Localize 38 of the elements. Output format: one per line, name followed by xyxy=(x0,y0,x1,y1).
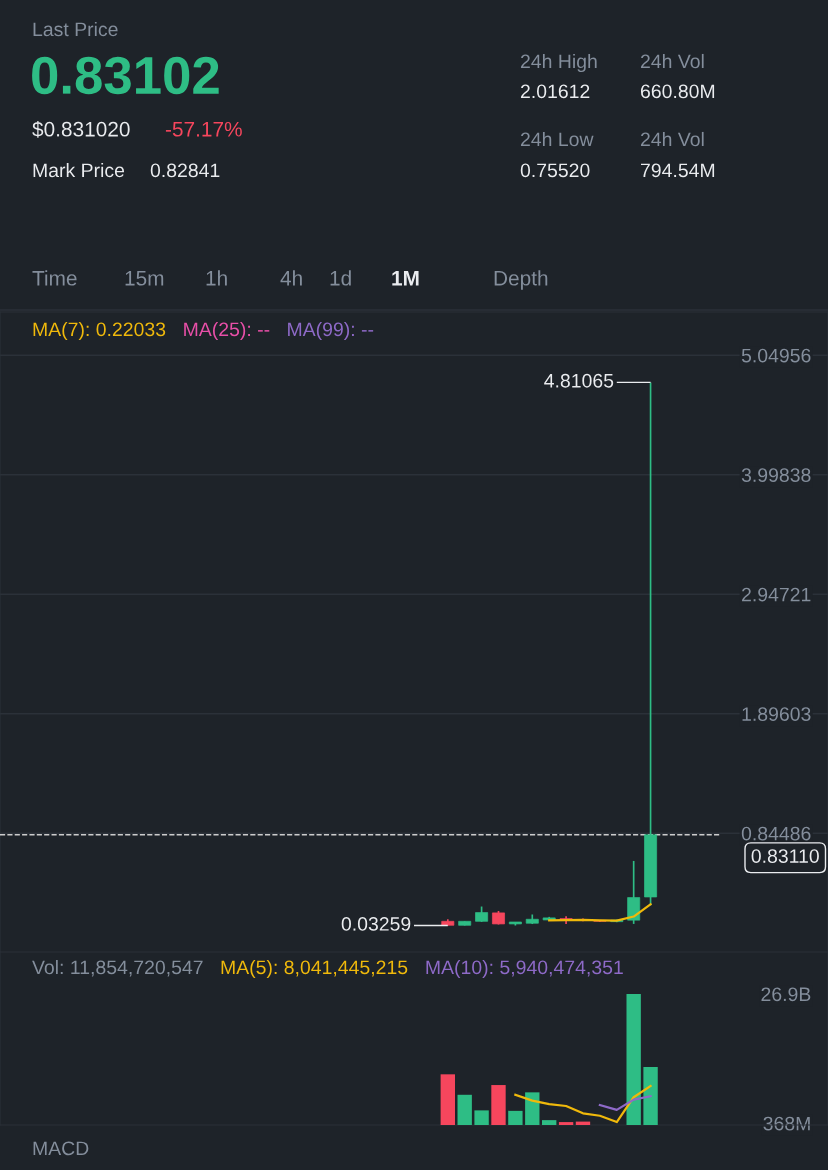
annotation: 4.81065 xyxy=(544,373,614,388)
text: 794.54M xyxy=(641,163,715,178)
text: 15m xyxy=(125,271,164,286)
y-tick-label: 368M xyxy=(763,1116,810,1131)
text: MA(5): 8,041,445,215 xyxy=(221,959,408,979)
text: 0.75520 xyxy=(520,163,590,178)
text: 24h Vol xyxy=(640,131,704,147)
annotation: Vol: 11,854,720,547 xyxy=(32,959,203,977)
text: 24h Low xyxy=(520,131,594,147)
text: 24h Vol xyxy=(640,53,704,69)
annotation: 0.03259 xyxy=(341,917,411,931)
annotation: MA(99): -- xyxy=(288,321,374,341)
y-tick-label: 0.84486 xyxy=(741,826,811,841)
ref-line-label: 0.83110 xyxy=(751,849,819,863)
text: 0.83102 xyxy=(32,56,219,95)
text: Time xyxy=(32,270,77,286)
text: 660.80M xyxy=(640,84,715,99)
text: 1h xyxy=(206,270,227,286)
text: MACD xyxy=(33,1141,89,1156)
text: 1M xyxy=(392,271,419,286)
y-tick-label: 1.89603 xyxy=(742,707,811,721)
text: -57.17% xyxy=(165,121,242,137)
y-tick-label: 2.94721 xyxy=(742,587,811,602)
annotation: MA(25): -- xyxy=(184,321,270,341)
text: MA(7): 0.22033 xyxy=(33,321,166,341)
text: $0.831020 xyxy=(32,120,130,138)
text: Depth xyxy=(494,270,548,290)
y-tick-label: 26.9B xyxy=(761,987,811,1002)
text: MA(10): 5,940,474,351 xyxy=(426,959,623,979)
text: 0.82841 xyxy=(150,163,220,178)
text: Last Price xyxy=(33,21,118,37)
text: 4h xyxy=(280,270,302,286)
text: 1d xyxy=(330,270,351,286)
y-tick-label: 5.04956 xyxy=(741,348,811,363)
text: 24h High xyxy=(520,53,597,73)
text: Mark Price xyxy=(33,162,125,178)
y-tick-label: 3.99838 xyxy=(741,468,811,482)
text: 2.01612 xyxy=(520,84,590,99)
